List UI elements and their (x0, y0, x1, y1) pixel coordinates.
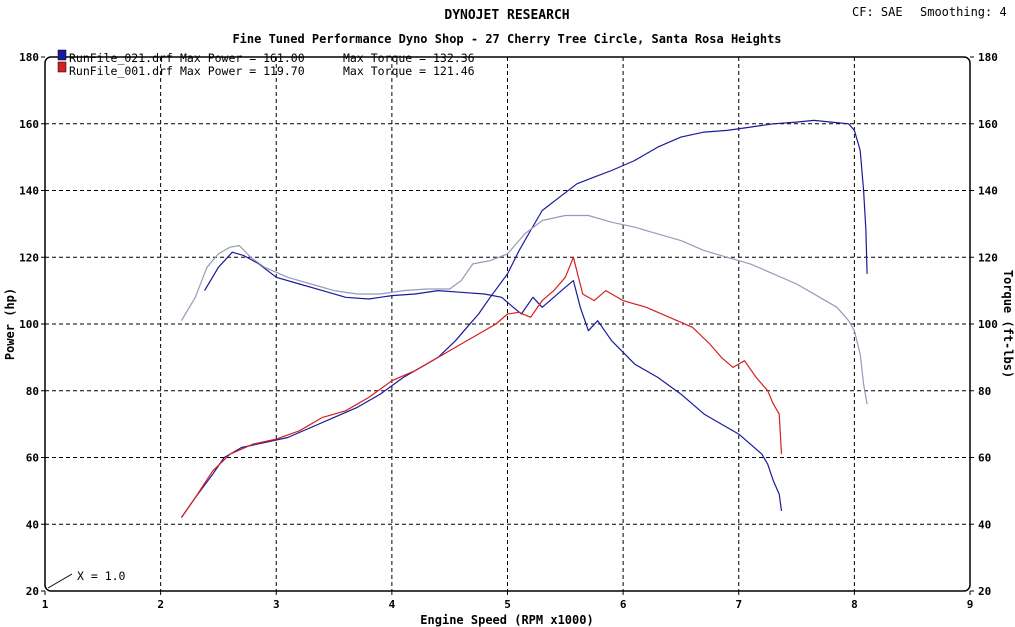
y-right-tick-label: 20 (978, 585, 991, 598)
annotation-label: X = 1.0 (77, 569, 126, 583)
y-axis-right-label: Torque (ft-lbs) (1001, 270, 1015, 378)
y-left-tick-label: 120 (19, 251, 39, 264)
y-right-tick-label: 100 (978, 318, 998, 331)
y-left-tick-label: 60 (26, 452, 39, 465)
legend-power-1: Max Power = 161.00 (180, 51, 305, 65)
legend: RunFile_021.drf Max Power = 161.00 Max T… (57, 49, 475, 78)
x-tick-label: 7 (735, 598, 742, 611)
chart-title: DYNOJET RESEARCH (444, 8, 569, 23)
y-left-tick-label: 160 (19, 118, 39, 131)
x-tick-label: 2 (157, 598, 164, 611)
cf-label: CF: SAE (852, 5, 903, 19)
x-tick-label: 9 (967, 598, 974, 611)
y-left-tick-label: 40 (26, 518, 39, 531)
y-left-tick-label: 140 (19, 185, 39, 198)
series-line-1 (180, 119, 868, 518)
legend-swatch-1 (57, 49, 67, 61)
x-tick-label: 3 (273, 598, 280, 611)
legend-torque-2: Max Torque = 121.46 (343, 64, 475, 78)
y-axis-left-label: Power (hp) (3, 288, 17, 360)
y-left-tick-label: 180 (19, 51, 39, 64)
y-left-tick-label: 80 (26, 385, 39, 398)
legend-power-2: Max Power = 119.70 (180, 64, 305, 78)
x-tick-label: 1 (42, 598, 49, 611)
x-tick-label: 4 (389, 598, 396, 611)
legend-file-2: RunFile_001.drf (69, 64, 173, 78)
axis-ticks: 1 2 3 4 5 6 7 8 9 20 20 40 40 60 60 80 80 100 100 120 120 140… (19, 51, 998, 611)
y-right-tick-label: 180 (978, 51, 998, 64)
y-right-tick-label: 60 (978, 452, 991, 465)
annotation-leader-line (47, 573, 73, 589)
legend-file-1: RunFile_021.drf (69, 51, 173, 65)
y-right-tick-label: 140 (978, 185, 998, 198)
y-left-tick-label: 100 (19, 318, 39, 331)
legend-swatch-2 (57, 61, 67, 73)
series-line-2 (204, 251, 783, 511)
y-right-tick-label: 80 (978, 385, 991, 398)
grid-lines (45, 57, 970, 591)
x-tick-label: 8 (851, 598, 858, 611)
chart-subtitle: Fine Tuned Performance Dyno Shop - 27 Ch… (232, 32, 781, 46)
y-right-tick-label: 40 (978, 518, 991, 531)
series-line-4 (180, 214, 868, 405)
series-group (180, 119, 868, 518)
x-tick-label: 6 (620, 598, 627, 611)
y-right-tick-label: 160 (978, 118, 998, 131)
legend-torque-1: Max Torque = 132.36 (343, 51, 475, 65)
series-line-3 (180, 256, 783, 518)
x-tick-label: 5 (504, 598, 511, 611)
x-axis-label: Engine Speed (RPM x1000) (420, 613, 593, 627)
y-right-tick-label: 120 (978, 251, 998, 264)
smoothing-label: Smoothing: 4 (920, 5, 1007, 19)
y-left-tick-label: 20 (26, 585, 39, 598)
